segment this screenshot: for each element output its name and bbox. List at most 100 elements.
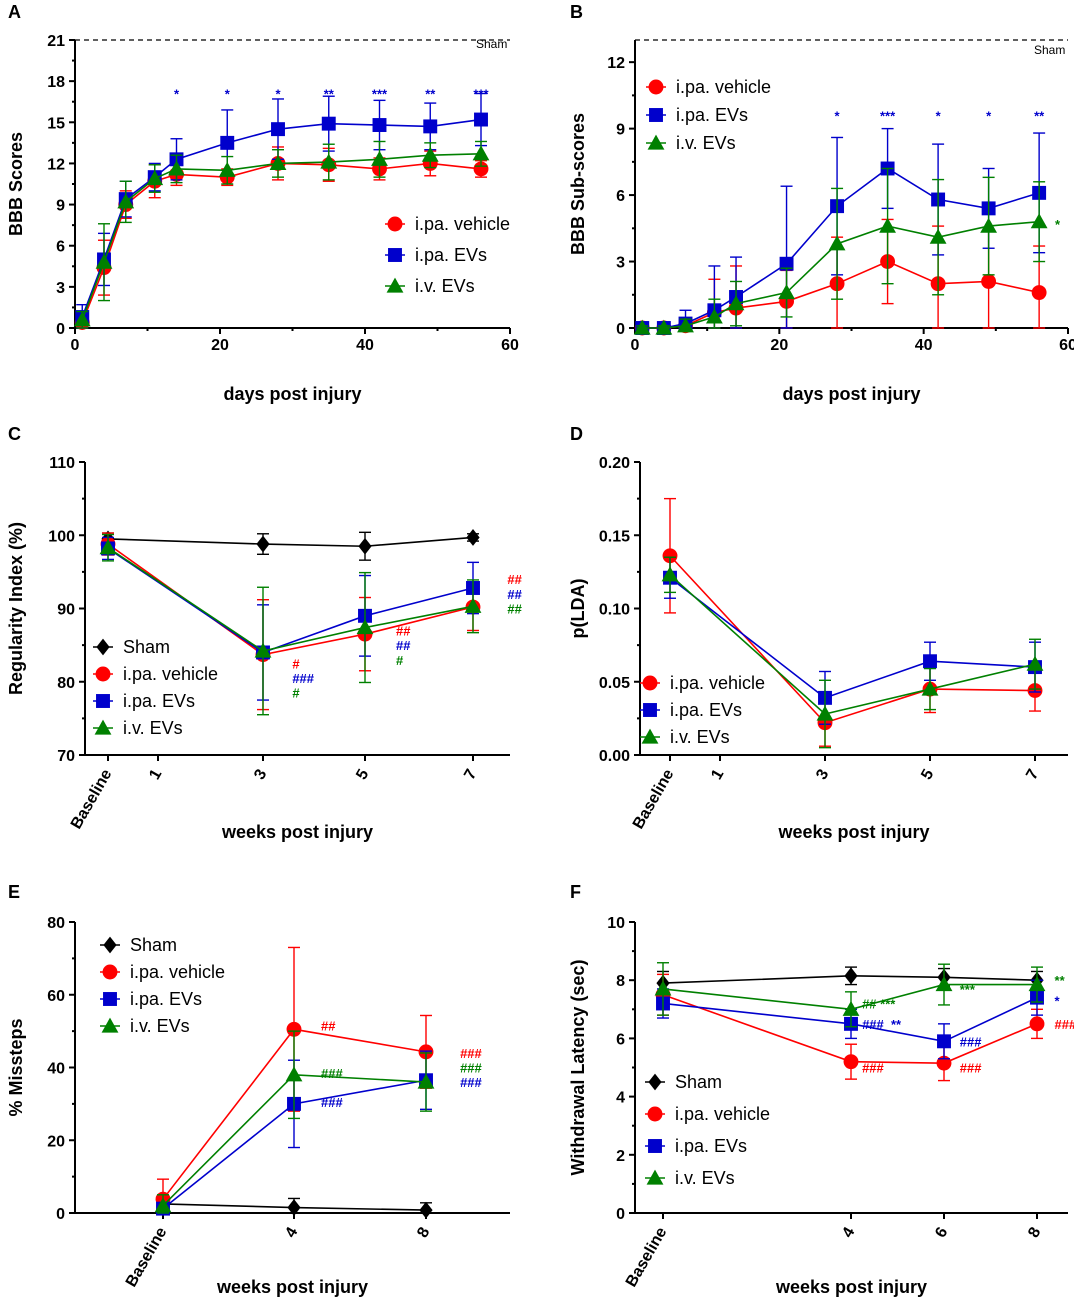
panel-f: F 0 2 4 6 8 10 Baseline 4 6 8 Withdrawal Latency (s… [568,882,1074,1297]
data-point [269,155,287,171]
series-line [662,996,1038,1043]
significance-annotation: * [986,108,992,123]
series-sham [156,1195,433,1219]
y-tick-label: 20 [47,1133,65,1150]
panel-letter: A [8,2,21,22]
legend: i.pa. vehicle i.pa. EVs i.v. EVs [385,214,510,296]
legend-marker [96,694,110,708]
y-tick-label: 0 [616,1206,625,1223]
data-point [677,317,694,333]
legend-label: i.pa. vehicle [123,664,218,684]
y-axis-label: p(LDA) [568,579,588,639]
legend-label: Sham [123,637,170,657]
legend-marker [647,134,665,150]
series-i-v-evs [654,962,1046,1028]
legend-marker [103,936,117,954]
y-tick-label: 21 [47,33,65,50]
sham-reference-label: Sham [476,37,507,51]
y-tick-label: 0.00 [599,748,630,765]
significance-annotation: ## [507,587,522,602]
data-point [417,1073,435,1089]
legend-marker [646,1169,664,1185]
y-tick-label: 40 [47,1061,65,1078]
significance-annotation: ### [460,1075,482,1090]
y-axis-label: Withdrawal Latency (sec) [568,960,588,1176]
panel-letter: B [570,2,583,22]
legend-marker [95,666,111,682]
y-tick-label: 12 [607,55,625,72]
significance-annotation: # [396,653,404,668]
y-tick-label: 0.20 [599,455,630,472]
legend-marker [102,964,118,980]
panel-e: E 0 20 40 60 80 Baseline 4 8 % Missteps weeks post… [6,882,510,1297]
x-axis-label: weeks post injury [221,822,373,842]
y-tick-label: 4 [616,1090,625,1107]
data-point [661,566,679,582]
data-point [421,146,439,162]
significance-annotation: ### [460,1046,482,1061]
significance-annotation: ## [396,623,411,638]
data-point [778,284,795,300]
x-tick-label: 5 [918,766,937,782]
legend-label: i.pa. EVs [130,989,202,1009]
y-tick-label: 9 [616,122,625,139]
data-point [372,118,387,132]
panel-d: D 0.00 0.05 0.10 0.15 0.20 Baseline 1 3 5 7 p(LDA) w… [568,424,1068,842]
data-point [220,135,235,150]
data-point [99,539,117,555]
significance-annotation: ### [321,1095,343,1110]
series-sham [656,966,1044,996]
legend-marker [103,992,117,1006]
series-line [107,547,474,654]
series-i-pa-evs [656,979,1044,1060]
x-tick-label: 6 [932,1224,951,1240]
legend-label: Sham [130,935,177,955]
y-tick-label: 15 [47,115,65,132]
sham-reference-label: Sham [1034,43,1065,57]
y-tick-label: 18 [47,74,65,91]
legend-label: i.v. EVs [670,727,730,747]
significance-annotation: ### ** [862,1017,902,1032]
x-tick-label: 1 [146,766,165,782]
legend-label: i.pa. vehicle [675,1104,770,1124]
x-axis-label: weeks post injury [775,1277,927,1297]
x-tick-label: Baseline [123,1224,171,1290]
data-point [633,319,651,335]
y-tick-label: 12 [47,156,65,173]
x-tick-label: 3 [813,766,832,782]
significance-annotation: * [936,108,942,123]
x-tick-label: 3 [251,766,270,782]
y-tick-label: 6 [56,239,65,256]
y-tick-label: 6 [616,1031,625,1048]
data-point [923,654,937,669]
y-tick-label: 90 [57,602,75,619]
x-tick-label: 8 [414,1224,433,1240]
x-tick-label: 5 [353,766,372,782]
legend-label: i.pa. vehicle [670,673,765,693]
data-point [816,705,834,721]
legend-marker [649,108,663,122]
series-line [662,983,1037,1011]
significance-annotation: ### [960,1061,982,1076]
y-tick-label: 0 [56,321,65,338]
significance-annotation: ### [960,1034,982,1049]
data-point [727,295,745,311]
series-i-v-evs [99,533,482,716]
data-point [843,1054,859,1070]
data-point [937,1034,951,1049]
x-tick-label: Baseline [68,766,116,832]
y-tick-label: 10 [607,915,625,932]
legend-marker [648,79,664,95]
x-axis-label: days post injury [223,384,361,404]
legend-label: i.v. EVs [123,718,183,738]
y-tick-label: 0 [56,1206,65,1223]
data-point [358,537,372,555]
panel-letter: F [570,882,581,902]
x-tick-label: 60 [1059,337,1074,354]
legend-marker [641,728,659,744]
legend-marker [642,675,658,691]
series-line [107,536,474,548]
panel-letter: C [8,424,21,444]
data-point [254,642,272,658]
